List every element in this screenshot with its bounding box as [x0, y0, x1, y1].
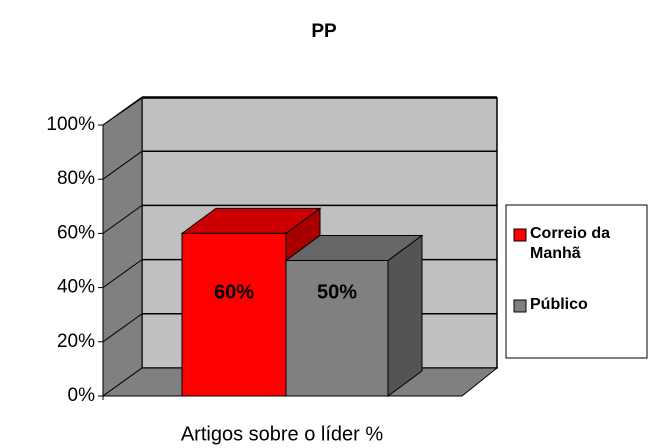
y-tick-label: 60% — [57, 222, 95, 243]
chart-title: PP — [311, 21, 337, 42]
grid-line — [102, 204, 143, 234]
grid-line — [102, 313, 143, 343]
bar-side — [387, 234, 423, 397]
y-tick-label: 40% — [57, 277, 95, 298]
y-tick-label: 0% — [68, 385, 96, 406]
bar — [285, 260, 389, 397]
side-wall — [102, 97, 143, 397]
legend-label: Público — [530, 296, 588, 313]
x-axis-label: Artigos sobre o líder % — [181, 423, 384, 445]
legend-label: Correio da Manhã — [530, 225, 611, 262]
y-tick-label: 100% — [46, 114, 95, 135]
y-tick-label: 20% — [57, 331, 95, 352]
grid-line — [102, 150, 143, 180]
grid-line — [102, 259, 143, 289]
value-label: 60% — [214, 281, 254, 303]
bar — [181, 232, 287, 397]
y-tick-label: 80% — [57, 168, 95, 189]
value-label: 50% — [317, 281, 357, 303]
legend-swatch — [513, 299, 527, 313]
legend-swatch — [513, 228, 527, 242]
legend-box — [505, 204, 648, 359]
grid-line — [102, 96, 143, 126]
